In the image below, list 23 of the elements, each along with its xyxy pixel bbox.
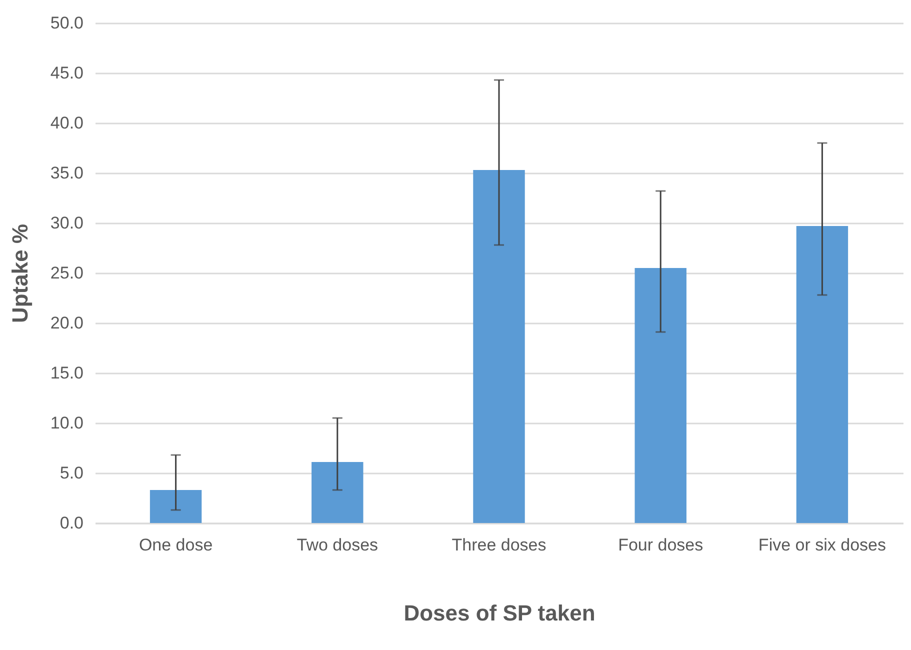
y-tick-label: 45.0 (50, 64, 84, 82)
bar (312, 462, 364, 523)
y-axis-title: Uptake % (7, 224, 32, 324)
y-tick-label: 25.0 (50, 264, 84, 282)
y-tick-label: 5.0 (60, 464, 84, 482)
bar (473, 170, 525, 523)
y-tick-label: 20.0 (50, 314, 84, 332)
y-tick-label: 35.0 (50, 164, 84, 182)
x-axis-title: Doses of SP taken (404, 600, 596, 626)
y-tick-label: 50.0 (50, 14, 84, 32)
x-tick-label: Two doses (296, 536, 378, 554)
y-tick-label: 15.0 (50, 364, 84, 382)
bar (634, 268, 686, 523)
x-tick-label: Three doses (452, 536, 546, 554)
x-tick-label: One dose (138, 536, 213, 554)
y-tick-label: 10.0 (50, 414, 84, 432)
y-tick-label: 30.0 (50, 214, 84, 232)
y-tick-label: 40.0 (50, 114, 84, 132)
bar (150, 490, 202, 523)
y-tick-label: 0.0 (60, 514, 84, 532)
bar (796, 226, 848, 523)
x-tick-label: Four doses (618, 536, 704, 554)
x-tick-label: Five or six doses (758, 536, 886, 554)
